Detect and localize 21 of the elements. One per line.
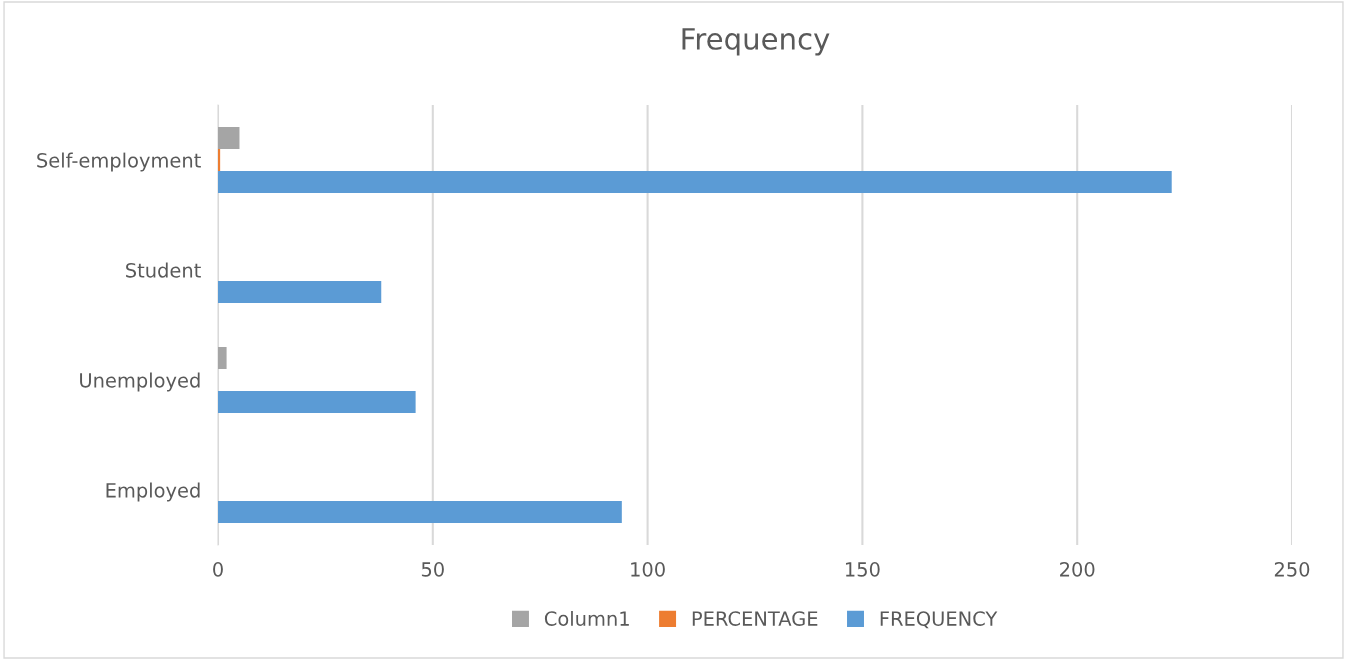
y-tick-label: Self-employment [37, 152, 201, 172]
bar [218, 347, 227, 369]
y-tick-label: Student [126, 262, 201, 278]
bar [218, 281, 382, 303]
bar [218, 391, 416, 413]
bar [218, 171, 1172, 193]
x-tick-label: 0 [213, 562, 223, 577]
x-tick-label: 200 [1060, 562, 1095, 577]
x-tick-label: 150 [845, 562, 880, 577]
y-tick-label: Unemployed [80, 372, 200, 392]
legend-label: FREQUENCY [880, 611, 998, 629]
x-tick-label: 100 [631, 562, 665, 577]
x-tick-label: 250 [1274, 562, 1310, 577]
y-tick-label: Employed [106, 482, 200, 502]
legend-label: PERCENTAGE [692, 611, 818, 626]
bar [218, 149, 221, 171]
bar [218, 501, 622, 523]
bar [218, 127, 240, 149]
x-tick-label: 50 [421, 562, 444, 577]
legend-label: Column1 [544, 610, 629, 626]
chart-title: Frequency [682, 28, 830, 56]
